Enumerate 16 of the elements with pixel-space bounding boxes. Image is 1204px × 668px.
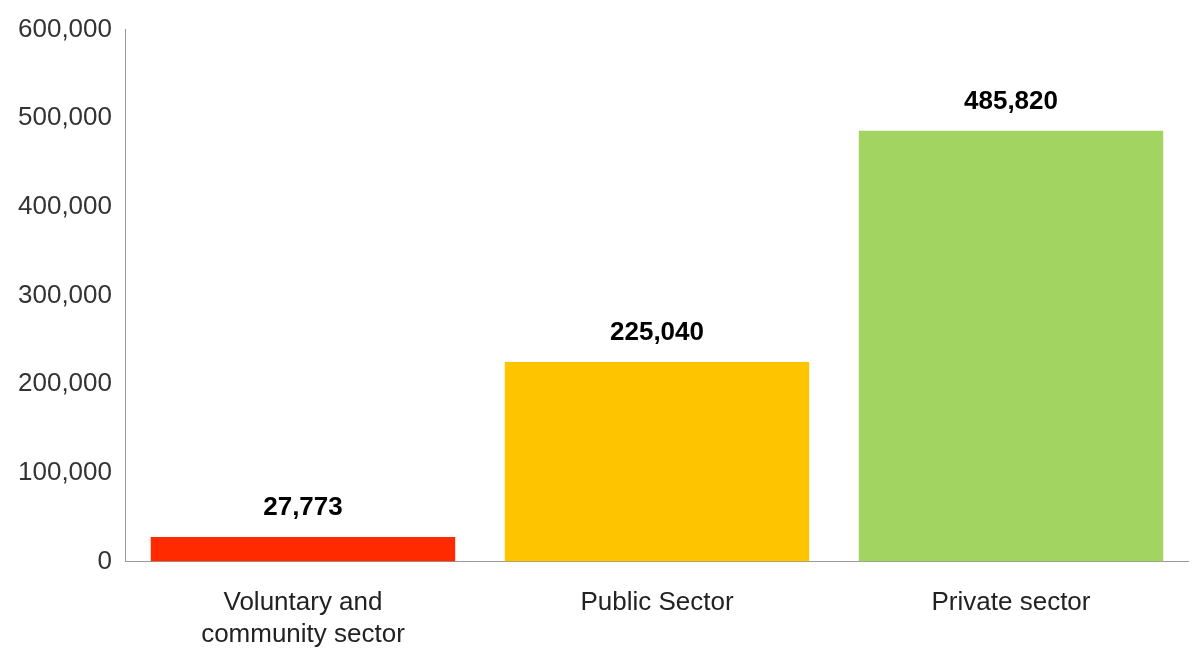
data-label: 485,820 — [964, 85, 1058, 116]
y-tick-label: 500,000 — [18, 101, 112, 132]
y-tick-label: 300,000 — [18, 278, 112, 309]
x-tick-label: Voluntary and community sector — [201, 586, 406, 648]
bar — [504, 362, 810, 562]
bar — [150, 536, 456, 562]
y-tick-label: 400,000 — [18, 190, 112, 221]
bar — [858, 130, 1164, 562]
y-tick-label: 200,000 — [18, 367, 112, 398]
x-tick-label: Public Sector — [580, 586, 734, 617]
data-label: 27,773 — [263, 491, 343, 522]
data-label: 225,040 — [610, 316, 704, 347]
y-tick-label: 0 — [97, 544, 112, 575]
x-tick-label: Private sector — [931, 586, 1091, 617]
y-tick-label: 600,000 — [18, 12, 112, 43]
y-tick-label: 100,000 — [18, 456, 112, 487]
